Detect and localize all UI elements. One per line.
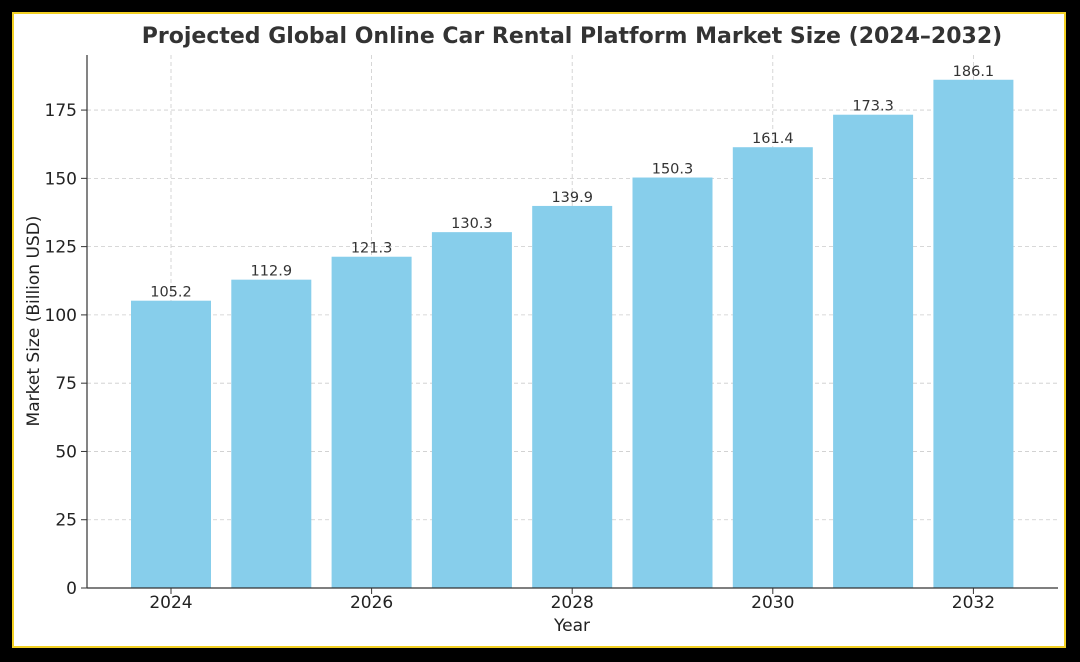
bar-value-label: 186.1 xyxy=(953,64,995,80)
bar xyxy=(231,279,312,588)
bar xyxy=(833,114,914,588)
y-axis-label: Market Size (Billion USD) xyxy=(24,216,44,427)
x-tick-label: 2026 xyxy=(350,593,393,613)
x-axis-label: Year xyxy=(553,616,590,636)
bar-value-label: 161.4 xyxy=(752,131,794,147)
bar-value-labels: 105.2 112.9 121.3 130.3 139.9 150.3 161.4 173.3… xyxy=(150,64,994,301)
y-tick-label: 75 xyxy=(55,374,77,394)
y-tick-label: 25 xyxy=(55,511,77,531)
bar-value-label: 173.3 xyxy=(852,99,894,115)
bar-value-label: 121.3 xyxy=(351,241,393,257)
chart-title: Projected Global Online Car Rental Platf… xyxy=(141,24,1003,49)
bars xyxy=(131,79,1014,589)
y-tick-label: 0 xyxy=(66,579,77,599)
bar xyxy=(732,147,813,588)
x-tick-label: 2032 xyxy=(952,593,995,613)
bar-value-label: 139.9 xyxy=(551,190,593,206)
x-tick-labels: 2024 2026 2028 2030 2032 xyxy=(149,588,995,613)
bar xyxy=(933,79,1014,589)
x-tick-label: 2028 xyxy=(551,593,594,613)
bar-value-label: 105.2 xyxy=(150,285,192,301)
bar xyxy=(331,256,412,588)
x-tick-label: 2030 xyxy=(751,593,794,613)
y-tick-label: 150 xyxy=(45,169,77,189)
y-tick-label: 50 xyxy=(55,442,77,462)
bar-value-label: 130.3 xyxy=(451,216,493,232)
bar-value-label: 150.3 xyxy=(652,162,694,178)
bar xyxy=(431,232,512,588)
y-tick-label: 100 xyxy=(45,306,77,326)
bar xyxy=(632,177,713,588)
y-tick-label: 175 xyxy=(45,101,77,121)
y-tick-label: 125 xyxy=(45,238,77,258)
bar xyxy=(532,205,613,588)
x-tick-label: 2024 xyxy=(149,593,192,613)
y-tick-labels: 0 25 50 75 100 125 150 175 xyxy=(45,101,87,599)
bar xyxy=(131,300,211,588)
bar-value-label: 112.9 xyxy=(251,264,293,280)
